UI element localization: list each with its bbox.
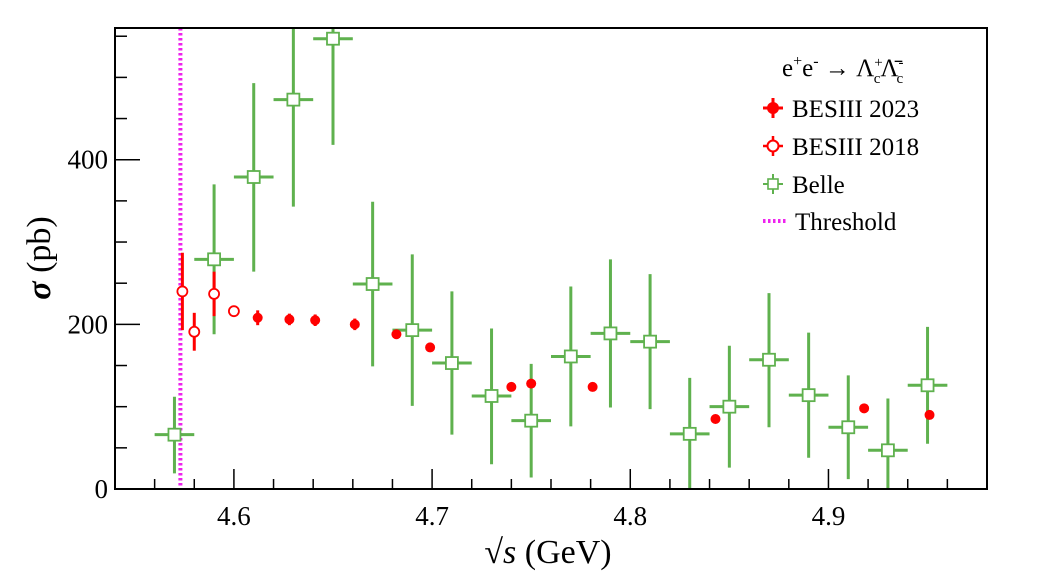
open-circle-marker xyxy=(176,285,189,298)
data-point xyxy=(788,332,829,458)
open-circle-marker xyxy=(208,287,220,300)
open-square-marker xyxy=(563,349,578,364)
open-circle-marker-icon xyxy=(763,136,783,156)
filled-circle-marker xyxy=(506,381,517,392)
data-point xyxy=(432,291,472,435)
open-square-marker xyxy=(445,356,459,370)
data-point xyxy=(391,329,402,340)
open-square-marker xyxy=(881,443,895,458)
open-circle-marker xyxy=(228,305,240,318)
data-point xyxy=(924,409,935,420)
data-point xyxy=(284,313,295,326)
data-point xyxy=(188,312,201,351)
filled-circle-marker xyxy=(710,414,721,425)
data-point xyxy=(252,310,263,326)
filled-circle-marker xyxy=(587,381,598,392)
open-square-marker xyxy=(286,92,301,107)
data-point xyxy=(709,345,750,468)
filled-circle-marker xyxy=(391,329,402,340)
series-besiii-2018 xyxy=(176,252,240,351)
data-point xyxy=(176,252,189,331)
legend-item-belle: Belle xyxy=(763,172,845,199)
x-tick-label: 4.7 xyxy=(415,501,449,531)
data-point xyxy=(352,201,393,367)
data-point xyxy=(349,318,360,331)
open-square-marker xyxy=(762,352,776,367)
filled-circle-marker xyxy=(284,314,295,325)
axis-ticks: 4.6 4.7 4.8 4.9 0 200 400 xyxy=(68,35,988,531)
legend: e+e- → Λ+ cΛ̄-c BESIII 2023 BESIII 2018 xyxy=(763,53,919,236)
data-point xyxy=(590,259,631,408)
data-point xyxy=(907,326,948,444)
legend-label: Threshold xyxy=(795,209,897,236)
open-square-marker xyxy=(246,170,261,184)
legend-title: e+e- → Λ+ cΛ̄-c xyxy=(782,53,904,87)
filled-circle-marker xyxy=(252,312,263,323)
open-square-marker xyxy=(365,277,380,291)
x-tick-label: 4.9 xyxy=(812,501,846,531)
data-point xyxy=(868,398,908,489)
open-square-marker xyxy=(167,427,182,442)
data-point xyxy=(710,414,721,425)
legend-item-threshold: Threshold xyxy=(763,209,897,236)
open-square-marker xyxy=(801,388,816,403)
data-point xyxy=(669,377,710,489)
filled-circle-marker xyxy=(924,409,935,420)
data-point xyxy=(526,378,537,389)
filled-circle-marker xyxy=(310,315,321,326)
data-point xyxy=(228,305,240,318)
open-square-marker xyxy=(405,323,420,338)
y-tick-label: 200 xyxy=(68,309,109,339)
y-axis-title: σ (pb) xyxy=(21,216,58,299)
data-layer xyxy=(154,28,948,489)
filled-circle-marker xyxy=(349,319,360,330)
open-square-marker xyxy=(920,378,935,393)
open-square-marker xyxy=(524,413,539,428)
data-point xyxy=(506,381,517,392)
data-point xyxy=(273,28,314,207)
filled-circle-marker xyxy=(425,342,436,353)
data-point xyxy=(154,396,195,474)
open-circle-marker xyxy=(188,325,201,338)
legend-label: Belle xyxy=(792,172,845,199)
legend-label: BESIII 2023 xyxy=(792,96,919,123)
x-tick-label: 4.8 xyxy=(613,501,647,531)
filled-circle-marker-icon xyxy=(763,98,783,118)
data-point xyxy=(587,381,598,392)
y-tick-label: 0 xyxy=(95,474,109,504)
data-point xyxy=(425,342,436,353)
data-point xyxy=(828,375,869,480)
data-point xyxy=(208,271,220,317)
legend-label: BESIII 2018 xyxy=(792,134,919,161)
series-belle xyxy=(154,28,948,489)
open-square-marker xyxy=(207,252,221,267)
filled-circle-marker xyxy=(526,378,537,389)
open-square-marker xyxy=(722,399,737,414)
x-axis-title: √s (GeV) xyxy=(484,534,611,571)
open-square-marker xyxy=(841,420,856,435)
series-besiii-2023 xyxy=(252,310,935,425)
open-square-marker xyxy=(326,31,340,46)
data-point xyxy=(313,28,353,145)
legend-item-besiii-2023: BESIII 2023 xyxy=(763,96,919,123)
data-point xyxy=(310,314,321,327)
data-point xyxy=(749,293,789,428)
filled-circle-marker xyxy=(859,403,870,414)
data-point xyxy=(471,328,512,465)
data-point xyxy=(551,286,591,427)
open-square-marker xyxy=(484,389,499,403)
x-tick-label: 4.6 xyxy=(217,501,251,531)
y-tick-label: 400 xyxy=(68,145,109,175)
open-square-marker xyxy=(603,326,618,341)
legend-item-besiii-2018: BESIII 2018 xyxy=(763,134,919,161)
data-point xyxy=(630,274,670,410)
data-point xyxy=(859,403,870,414)
open-square-marker-icon xyxy=(763,174,783,194)
open-square-marker xyxy=(682,426,697,441)
open-square-marker xyxy=(643,334,657,349)
data-point xyxy=(233,83,274,272)
